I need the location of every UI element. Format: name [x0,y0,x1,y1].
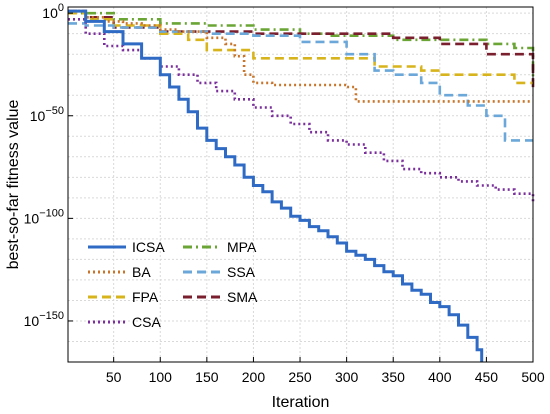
legend-label-mpa: MPA [227,239,257,255]
series-line-fpa [68,11,533,85]
y-tick-label: 10−150 [24,310,64,329]
x-tick-label: 100 [149,369,173,385]
legend: ICSA MPA BA SSA FPA SMA CSA [88,239,258,330]
series-line-sma [68,9,535,92]
x-tick-label: 300 [335,369,359,385]
y-tick-label: 10−50 [30,105,64,124]
series-layer [68,9,535,362]
legend-label-icsa: ICSA [132,239,165,255]
x-tick-label: 150 [195,369,219,385]
grid [68,7,534,362]
legend-label-csa: CSA [132,314,161,330]
series-line-ssa [68,22,533,142]
y-tick-label: 100 [42,2,64,21]
x-tick-label: 500 [521,369,545,385]
x-tick-label: 200 [242,369,266,385]
x-axis-ticks: 50 100 150 200 250 300 350 400 450 500 [106,357,545,385]
series-line-ba [68,9,533,103]
legend-label-ssa: SSA [227,264,256,280]
legend-label-fpa: FPA [132,289,159,305]
x-tick-label: 400 [428,369,452,385]
y-axis-title: best-so-far fitness value [5,99,22,269]
y-tick-label: 10−100 [24,207,64,226]
x-tick-label: 50 [106,369,122,385]
legend-label-ba: BA [132,264,151,280]
series-line-icsa [68,9,484,362]
x-tick-label: 350 [382,369,406,385]
x-tick-label: 450 [475,369,499,385]
x-axis-title: Iteration [272,394,330,411]
x-tick-label: 250 [288,369,312,385]
series-line-csa [68,18,535,202]
y-axis-ticks: 100 10−50 10−100 10−150 [24,2,73,329]
legend-label-sma: SMA [227,289,258,305]
